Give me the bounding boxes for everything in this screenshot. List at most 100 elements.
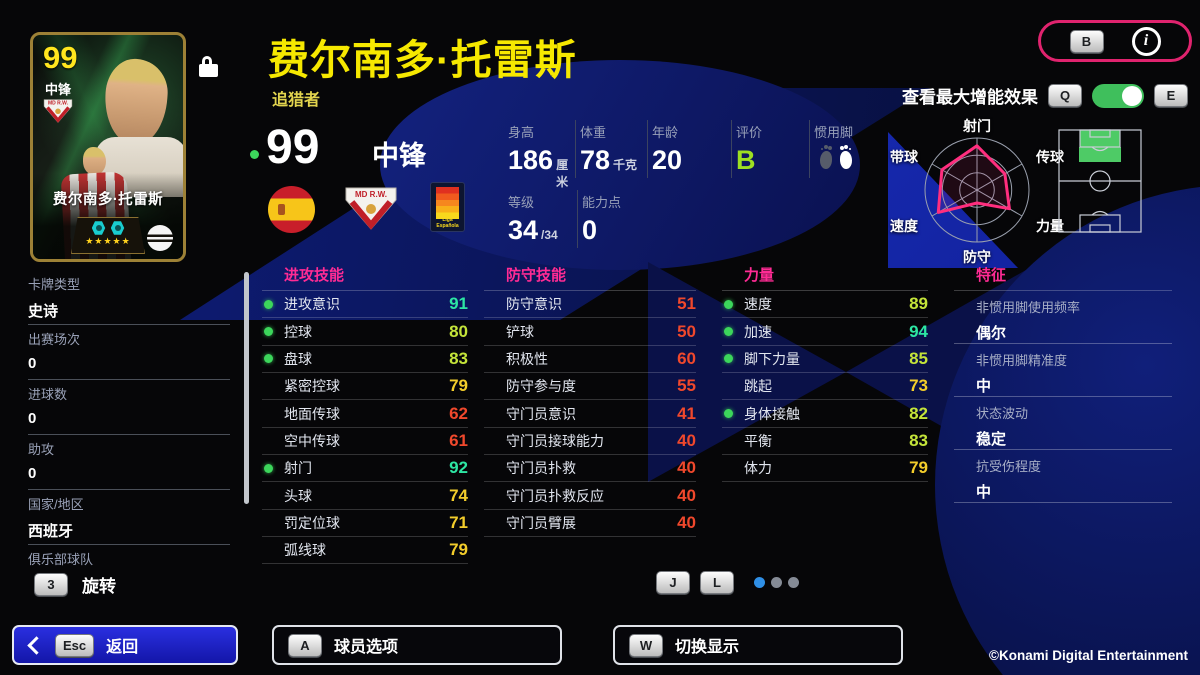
stat-value: 50 xyxy=(677,321,696,341)
stat-row: 防守意识 51 xyxy=(484,291,696,319)
boost-dot-icon xyxy=(250,150,259,159)
profile-row-assists: 助攻 0 xyxy=(28,435,230,490)
bio-strong-foot: 惯用脚 xyxy=(810,120,900,178)
stat-label: 罚定位球 xyxy=(284,514,340,531)
svg-text:MD R.W.: MD R.W. xyxy=(355,190,387,199)
stat-value: 61 xyxy=(449,430,468,450)
level: 等级 34/34 xyxy=(504,190,578,248)
player-options-button[interactable]: A 球员选项 xyxy=(272,625,562,665)
stat-label: 加速 xyxy=(744,323,772,340)
key-b-button[interactable]: B xyxy=(1069,29,1104,53)
spain-flag-icon xyxy=(268,186,315,233)
stat-label: 头球 xyxy=(284,487,312,504)
stat-label: 盘球 xyxy=(284,350,312,367)
stat-label: 进攻意识 xyxy=(284,296,340,313)
stat-value: 73 xyxy=(909,376,928,396)
stat-row: 守门员意识 41 xyxy=(484,400,696,428)
key-q-button[interactable]: Q xyxy=(1048,84,1082,107)
stat-row: 身体接触 82 xyxy=(722,400,928,428)
stat-value: 40 xyxy=(677,512,696,532)
toggle-display-button[interactable]: W 切换显示 xyxy=(613,625,903,665)
stat-row: 控球 80 xyxy=(262,318,468,346)
stat-label: 守门员扑救反应 xyxy=(506,487,604,504)
radar-label-passing: 传球 xyxy=(1036,149,1064,165)
right-foot-icon xyxy=(840,146,852,169)
stat-row: 头球 74 xyxy=(262,482,468,510)
stat-label: 守门员臂展 xyxy=(506,514,576,531)
level-panel: 等级 34/34 能力点 0 xyxy=(504,190,668,248)
stat-value: 82 xyxy=(909,403,928,423)
page-dot-active[interactable] xyxy=(754,577,765,588)
stat-value: 79 xyxy=(449,540,468,560)
scrollbar[interactable] xyxy=(244,272,249,504)
radar-chart xyxy=(924,137,1030,243)
stat-value: 51 xyxy=(677,294,696,314)
trait-row: 非惯用脚使用频率 偶尔 xyxy=(954,291,1172,344)
player-portrait xyxy=(102,56,170,148)
stat-row: 守门员扑救反应 40 xyxy=(484,482,696,510)
trait-label: 状态波动 xyxy=(976,406,1029,421)
trait-value: 中 xyxy=(976,378,992,395)
stat-row: 防守参与度 55 xyxy=(484,373,696,401)
back-button[interactable]: Esc 返回 xyxy=(12,625,238,665)
page-dot[interactable] xyxy=(771,577,782,588)
column-header: 进攻技能 xyxy=(262,266,468,291)
stat-label: 防守参与度 xyxy=(506,378,576,395)
stat-row: 守门员扑救 40 xyxy=(484,455,696,483)
stat-row: 紧密控球 79 xyxy=(262,373,468,401)
stat-value: 79 xyxy=(909,458,928,478)
card-position: 中锋 xyxy=(45,82,72,97)
compare-pill: B i xyxy=(1038,20,1192,62)
trait-label: 非惯用脚使用频率 xyxy=(976,300,1081,315)
trait-row: 抗受伤程度中 xyxy=(954,450,1172,503)
card-rating: 99 xyxy=(43,40,78,75)
traits-column: 特征 非惯用脚使用频率 偶尔 非惯用脚精准度中状态波动 稳定 抗受伤程度中 xyxy=(954,266,1172,503)
radar-label-speed: 速度 xyxy=(890,218,918,234)
key-3-button[interactable]: 3 xyxy=(34,573,68,596)
boost-toggle[interactable] xyxy=(1092,83,1144,108)
stat-value: 74 xyxy=(449,485,468,505)
ability-points: 能力点 0 xyxy=(582,195,622,245)
stat-row: 地面传球 62 xyxy=(262,400,468,428)
attack-skills-column: 进攻技能 进攻意识 91 控球 80 盘球 83 紧密控球 79 地面传球 62 空中传球 61 射门 9… xyxy=(262,266,468,565)
profile-row-nationality: 国家/地区 西班牙 xyxy=(28,490,230,545)
stat-row: 积极性 60 xyxy=(484,346,696,374)
stat-label: 紧密控球 xyxy=(284,378,340,395)
page-title: 费尔南多·托雷斯 xyxy=(268,37,577,83)
card-plaque: ★★★★★ xyxy=(71,217,145,254)
stat-row: 平衡 83 xyxy=(722,428,928,456)
info-icon[interactable]: i xyxy=(1131,26,1161,56)
boost-dot-icon xyxy=(724,354,733,364)
stat-value: 83 xyxy=(449,348,468,368)
feet-icon xyxy=(814,146,900,169)
bio-age: 年龄 20 xyxy=(648,120,732,178)
stat-value: 40 xyxy=(677,430,696,450)
stat-row: 罚定位球 71 xyxy=(262,510,468,538)
trait-row: 状态波动 稳定 xyxy=(954,397,1172,450)
stat-row: 守门员接球能力 40 xyxy=(484,428,696,456)
key-esc: Esc xyxy=(55,633,95,657)
stat-label: 体力 xyxy=(744,460,772,477)
bio-grade: 评价 B xyxy=(732,120,810,178)
star-rating: ★★★★★ xyxy=(85,236,131,246)
rotate-control: 3 旋转 xyxy=(34,572,116,597)
max-boost-label: 查看最大增能效果 xyxy=(902,88,1038,107)
position-pitch-map xyxy=(1058,129,1142,233)
key-j-button[interactable]: J xyxy=(656,571,690,594)
trait-value: 稳定 xyxy=(976,431,1007,448)
svg-text:MD R.W.: MD R.W. xyxy=(48,101,69,107)
profile-row-club: 俱乐部球队 xyxy=(28,552,94,567)
stat-value: 83 xyxy=(909,430,928,450)
stat-row: 守门员臂展 40 xyxy=(484,510,696,538)
column-header: 特征 xyxy=(954,266,1172,291)
stat-label: 地面传球 xyxy=(284,405,340,422)
key-l-button[interactable]: L xyxy=(700,571,734,594)
stat-row: 射门 92 xyxy=(262,455,468,483)
radar-label-defending: 防守 xyxy=(963,249,991,265)
position-label: 中锋 xyxy=(372,141,426,171)
defence-skills-column: 防守技能 防守意识 51 铲球 50 积极性 60 防守参与度 55 守门员意识 41 守门员接球能… xyxy=(484,266,696,538)
key-e-button[interactable]: E xyxy=(1154,84,1188,107)
page-dot[interactable] xyxy=(788,577,799,588)
lock-icon xyxy=(199,56,219,78)
